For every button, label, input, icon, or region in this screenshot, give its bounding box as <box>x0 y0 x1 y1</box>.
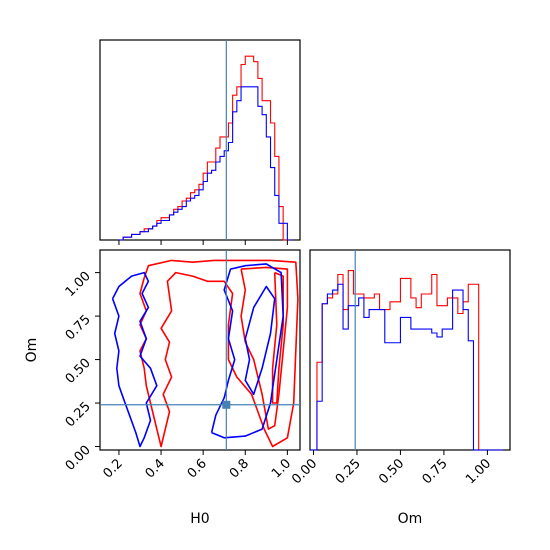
tick-label-y-om: 0.50 <box>63 356 94 387</box>
hist-h0-plot <box>118 40 292 241</box>
scatter-h0-om-frame <box>99 249 301 451</box>
truth-marker <box>222 400 231 409</box>
contour-red_inner <box>240 266 289 430</box>
contour-blue_right <box>210 263 285 439</box>
tick-label-y-om: 0.00 <box>63 443 94 474</box>
hist-h0-blue-series <box>118 86 292 241</box>
contour-plot <box>100 250 300 450</box>
tick-label-x-om: 0.50 <box>376 456 407 487</box>
hist-om-frame <box>309 249 511 451</box>
hist-om-red-series <box>310 270 504 451</box>
hist-h0-red-series <box>118 55 292 241</box>
contour-blue_outer <box>111 271 158 448</box>
tick-label-x-om: 0.00 <box>289 456 320 487</box>
tick-label-x-h0: 0.4 <box>143 456 168 481</box>
tick-label-x-h0: 0.8 <box>227 456 252 481</box>
x-axis-label-om: Om <box>398 511 423 527</box>
tick-label-x-om: 0.75 <box>420 456 451 487</box>
hist-om-blue-series <box>310 283 504 451</box>
contour-blue_inner <box>244 285 276 396</box>
x-axis-label-h0: H0 <box>190 511 209 527</box>
tick-label-y-om: 0.25 <box>63 399 94 430</box>
tick-label-y-om: 1.00 <box>63 269 94 300</box>
hist-om-plot <box>310 250 504 451</box>
y-axis-label-om: Om <box>24 338 40 363</box>
tick-label-y-om: 0.75 <box>63 312 94 343</box>
hist-h0-frame <box>99 39 301 241</box>
tick-label-x-h0: 0.2 <box>101 456 126 481</box>
tick-label-x-om: 1.00 <box>463 456 494 487</box>
contour-red_core <box>271 271 285 404</box>
tick-label-x-om: 0.25 <box>333 456 364 487</box>
contour-red_outer <box>139 259 299 448</box>
tick-label-x-h0: 0.6 <box>185 456 210 481</box>
